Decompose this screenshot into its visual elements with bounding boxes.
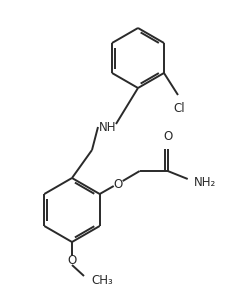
Text: O: O [163, 130, 172, 143]
Text: Cl: Cl [173, 102, 185, 115]
Text: O: O [113, 177, 122, 191]
Text: CH₃: CH₃ [91, 274, 113, 287]
Text: O: O [67, 253, 77, 266]
Text: NH: NH [99, 120, 117, 133]
Text: NH₂: NH₂ [194, 176, 216, 188]
